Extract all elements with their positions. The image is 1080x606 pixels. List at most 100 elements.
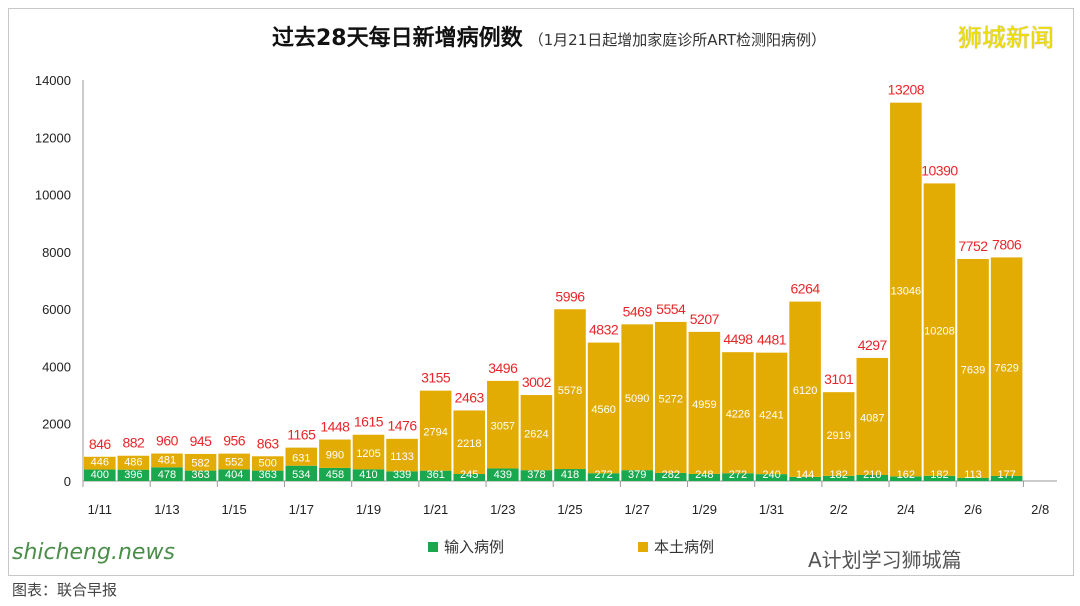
total-value-label: 6264 — [791, 281, 821, 297]
bar-imported — [251, 470, 284, 481]
bar-imported — [856, 474, 889, 481]
local-value-label: 7629 — [994, 363, 1018, 375]
bar-imported — [453, 473, 486, 481]
bar-imported — [554, 469, 586, 481]
imported-value-label: 182 — [830, 469, 848, 481]
imported-value-label: 113 — [964, 469, 982, 481]
imported-value-label: 240 — [762, 469, 780, 481]
total-value-label: 3101 — [824, 371, 854, 387]
total-value-label: 863 — [257, 435, 280, 451]
bar-local — [419, 390, 452, 471]
local-value-label: 4241 — [759, 409, 783, 421]
bar-local — [352, 434, 385, 470]
local-value-label: 990 — [326, 450, 344, 462]
bar-imported — [957, 477, 989, 481]
bar-imported — [722, 473, 754, 481]
imported-value-label: 182 — [930, 469, 948, 481]
local-value-label: 1205 — [356, 448, 380, 460]
imported-value-label: 272 — [729, 469, 747, 481]
imported-value-label: 379 — [628, 469, 646, 481]
total-value-label: 960 — [156, 433, 179, 449]
total-value-label: 7806 — [992, 236, 1022, 252]
total-value-label: 2463 — [455, 389, 485, 405]
local-value-label: 5578 — [558, 385, 582, 397]
imported-value-label: 478 — [158, 469, 176, 481]
bar-local — [251, 456, 284, 471]
bar-imported — [789, 476, 821, 481]
total-value-label: 5207 — [690, 311, 720, 327]
local-value-label: 13046 — [891, 286, 922, 298]
local-value-label: 10208 — [924, 326, 955, 338]
local-value-label: 5090 — [625, 393, 649, 405]
y-tick-label: 14000 — [35, 73, 71, 88]
local-value-label: 486 — [124, 457, 142, 469]
total-value-label: 4481 — [757, 332, 787, 348]
legend-local: 本土病例 — [638, 536, 714, 557]
x-tick-label: 1/29 — [692, 502, 717, 517]
total-value-label: 7752 — [958, 238, 988, 254]
total-value-label: 5469 — [623, 303, 653, 319]
bar-imported — [285, 465, 318, 481]
x-tick-label: 1/15 — [221, 502, 246, 517]
bar-local — [117, 455, 150, 470]
bar-local — [453, 410, 486, 474]
bar-local — [386, 438, 418, 472]
imported-value-label: 144 — [796, 469, 814, 481]
total-value-label: 5554 — [656, 301, 686, 317]
chart-title: 过去28天每日新增病例数 （1月21日起增加家庭诊所ART检测阳病例） — [272, 26, 827, 51]
y-tick-label: 4000 — [42, 359, 71, 374]
y-tick-label: 10000 — [35, 188, 71, 203]
total-value-label: 945 — [190, 433, 213, 449]
imported-value-label: 400 — [91, 469, 109, 481]
y-tick-label: 0 — [64, 474, 71, 489]
total-value-label: 3496 — [488, 360, 518, 376]
total-value-label: 5996 — [555, 288, 585, 304]
local-value-label: 4959 — [692, 399, 716, 411]
bar-local — [890, 102, 922, 477]
bar-imported — [419, 470, 452, 481]
bar-local — [319, 439, 351, 468]
bar-local — [957, 258, 989, 478]
total-value-label: 4832 — [589, 322, 619, 338]
local-value-label: 2624 — [524, 429, 548, 441]
local-value-label: 2919 — [826, 430, 850, 442]
local-value-label: 446 — [91, 457, 109, 469]
bar-local — [923, 183, 956, 476]
total-value-label: 4498 — [723, 331, 753, 347]
bar-imported — [487, 468, 519, 481]
x-tick-label: 2/4 — [897, 502, 915, 517]
local-value-label: 1133 — [390, 451, 414, 463]
bar-imported — [184, 470, 217, 481]
imported-value-label: 210 — [863, 469, 881, 481]
bar-imported — [621, 470, 653, 481]
imported-value-label: 410 — [359, 469, 377, 481]
bar-local — [587, 342, 620, 474]
local-value-label: 4087 — [860, 412, 884, 424]
total-value-label: 882 — [122, 435, 145, 451]
local-value-label: 5272 — [659, 393, 683, 405]
x-tick-label: 1/17 — [289, 502, 314, 517]
imported-value-label: 282 — [662, 469, 680, 481]
legend-swatch-local — [638, 541, 648, 552]
total-value-label: 1615 — [354, 414, 384, 430]
bar-imported — [386, 471, 418, 481]
bar-imported — [352, 469, 385, 481]
local-value-label: 500 — [259, 458, 277, 470]
local-value-label: 4560 — [591, 404, 615, 416]
total-value-label: 1165 — [287, 427, 316, 443]
local-value-label: 7639 — [961, 364, 985, 376]
bar-local — [285, 447, 318, 466]
local-value-label: 481 — [158, 454, 176, 466]
legend-swatch-imported — [428, 541, 438, 552]
imported-value-label: 534 — [292, 469, 310, 481]
imported-value-label: 339 — [393, 469, 411, 481]
bar-imported — [654, 472, 687, 481]
bar-imported — [319, 467, 351, 481]
total-value-label: 1476 — [387, 418, 417, 434]
local-value-label: 2218 — [457, 438, 481, 450]
bar-imported — [923, 475, 956, 481]
bar-local — [487, 380, 519, 469]
local-value-label: 4226 — [726, 409, 750, 421]
total-value-label: 13208 — [888, 82, 925, 98]
imported-value-label: 378 — [527, 469, 545, 481]
